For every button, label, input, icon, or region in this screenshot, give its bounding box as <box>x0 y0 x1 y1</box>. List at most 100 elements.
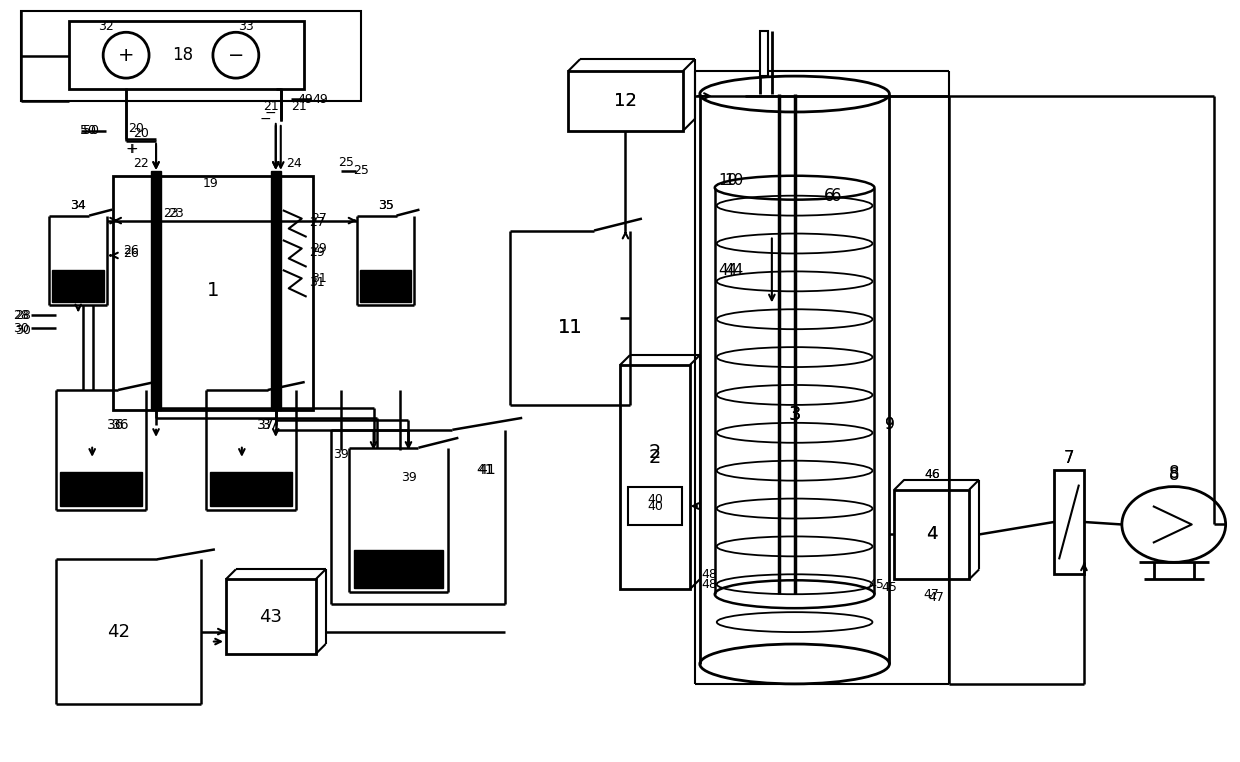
Text: 22: 22 <box>134 157 149 170</box>
Text: 29: 29 <box>309 246 325 259</box>
Text: 40: 40 <box>647 492 663 505</box>
Text: 37: 37 <box>262 418 279 432</box>
Bar <box>360 271 412 303</box>
Text: 50: 50 <box>83 124 99 137</box>
Text: 13: 13 <box>71 280 86 290</box>
Text: 20: 20 <box>133 127 149 140</box>
Text: 1: 1 <box>207 281 219 299</box>
Text: 45: 45 <box>882 581 898 594</box>
Text: 4: 4 <box>926 526 937 543</box>
Text: 47: 47 <box>929 591 945 604</box>
Text: 41: 41 <box>479 463 496 477</box>
Text: 34: 34 <box>71 199 86 212</box>
Text: 3: 3 <box>789 405 801 424</box>
Text: 6: 6 <box>831 187 842 205</box>
Text: 44: 44 <box>724 263 744 278</box>
Text: 36: 36 <box>113 418 130 432</box>
Text: 41: 41 <box>476 463 494 477</box>
Text: 12: 12 <box>614 92 637 110</box>
Text: 31: 31 <box>309 276 325 289</box>
Text: 46: 46 <box>924 468 940 481</box>
Text: 35: 35 <box>378 199 393 212</box>
Text: 33: 33 <box>238 20 254 33</box>
Text: 37: 37 <box>257 418 274 432</box>
Bar <box>151 171 161 410</box>
Text: 10: 10 <box>724 173 744 188</box>
Text: 30: 30 <box>15 324 31 337</box>
Text: 27: 27 <box>309 216 325 229</box>
Bar <box>568 71 683 131</box>
Text: 50: 50 <box>81 124 97 137</box>
Text: 42: 42 <box>107 623 130 641</box>
Text: −: − <box>260 112 272 126</box>
Text: 23: 23 <box>169 207 184 220</box>
Text: 8: 8 <box>1168 466 1179 484</box>
Text: 2: 2 <box>649 448 661 466</box>
Text: 19: 19 <box>203 178 218 190</box>
Bar <box>353 550 444 588</box>
Text: 15: 15 <box>93 483 110 496</box>
Text: 3: 3 <box>789 405 801 424</box>
Bar <box>52 271 104 303</box>
Text: 12: 12 <box>614 92 637 110</box>
Text: 35: 35 <box>378 199 393 212</box>
Text: 43: 43 <box>259 607 283 626</box>
Bar <box>226 579 316 654</box>
Text: 25: 25 <box>337 156 353 169</box>
Text: 8: 8 <box>1168 463 1179 482</box>
Bar <box>61 472 143 505</box>
Bar <box>69 21 304 89</box>
Text: 34: 34 <box>71 199 86 212</box>
Text: 26: 26 <box>123 247 139 260</box>
Text: 7: 7 <box>1064 449 1074 466</box>
Text: +: + <box>126 142 138 156</box>
Bar <box>620 365 689 589</box>
Bar <box>113 176 312 410</box>
Text: 30: 30 <box>14 322 30 335</box>
Text: +: + <box>118 46 134 65</box>
Text: 39: 39 <box>332 448 348 461</box>
Text: 46: 46 <box>924 468 940 481</box>
Text: 26: 26 <box>123 244 139 257</box>
Bar <box>270 171 280 410</box>
Bar <box>760 31 769 76</box>
Text: 49: 49 <box>312 92 329 105</box>
Bar <box>894 490 970 579</box>
Text: 45: 45 <box>868 578 884 591</box>
Text: 17: 17 <box>391 563 407 573</box>
Bar <box>21 11 361 101</box>
Text: 20: 20 <box>128 123 144 136</box>
Text: 7: 7 <box>1064 449 1074 466</box>
Text: 9: 9 <box>884 418 894 432</box>
Text: 11: 11 <box>558 319 583 338</box>
Text: 48: 48 <box>702 568 718 581</box>
Bar <box>1054 469 1084 575</box>
Text: 44: 44 <box>719 263 738 278</box>
Bar <box>210 472 291 505</box>
Text: 28: 28 <box>14 309 30 322</box>
Text: −: − <box>228 46 244 65</box>
Text: 6: 6 <box>823 187 835 205</box>
Text: 21: 21 <box>263 100 279 113</box>
Text: 39: 39 <box>401 471 417 484</box>
Text: 47: 47 <box>924 588 940 600</box>
Text: 32: 32 <box>98 20 114 33</box>
Bar <box>627 487 682 525</box>
Text: 14: 14 <box>378 280 393 290</box>
Text: 25: 25 <box>352 165 368 178</box>
Text: 49: 49 <box>298 92 314 105</box>
Text: 11: 11 <box>558 319 583 338</box>
Text: 2: 2 <box>649 443 661 462</box>
Text: 9: 9 <box>884 418 894 432</box>
Text: 18: 18 <box>172 46 193 64</box>
Text: 27: 27 <box>311 212 326 225</box>
Text: +: + <box>125 142 136 156</box>
Text: 10: 10 <box>719 173 738 188</box>
Text: 48: 48 <box>702 578 718 591</box>
Text: 24: 24 <box>285 157 301 170</box>
Text: −: − <box>265 106 277 120</box>
Text: 29: 29 <box>311 242 326 255</box>
Text: 28: 28 <box>15 309 31 322</box>
Text: 36: 36 <box>108 418 125 432</box>
Text: 40: 40 <box>647 500 663 513</box>
